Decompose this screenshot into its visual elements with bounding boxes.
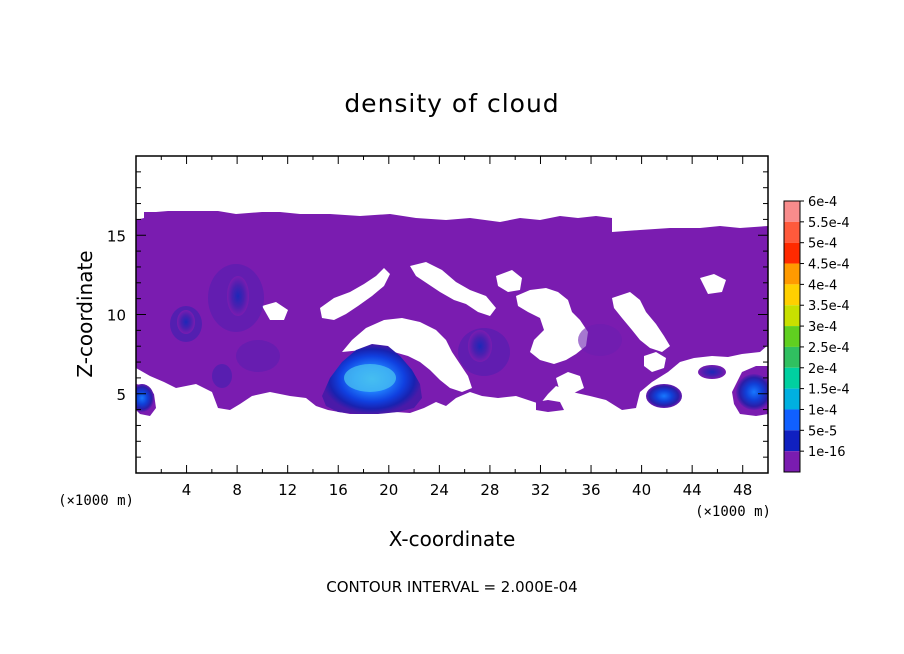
colorbar-label: 6e-4 bbox=[808, 195, 837, 210]
y-tick-label: 10 bbox=[107, 307, 126, 325]
y-tick-label: 15 bbox=[107, 227, 126, 245]
colorbar-label: 3.5e-4 bbox=[808, 299, 850, 314]
x-tick-label: 36 bbox=[581, 481, 600, 499]
x-tick-label: 40 bbox=[632, 481, 651, 499]
x-axis-title: X-coordinate bbox=[389, 527, 516, 551]
colorbar-swatch bbox=[784, 430, 800, 452]
colorbar-swatch bbox=[784, 284, 800, 306]
core-left bbox=[136, 384, 154, 412]
x-tick-label: 16 bbox=[329, 481, 348, 499]
core-46 bbox=[698, 365, 726, 379]
colorbar-swatch bbox=[784, 201, 800, 222]
x-tick-label: 8 bbox=[232, 481, 242, 499]
colorbar-label: 5.5e-4 bbox=[808, 216, 850, 231]
colorbar-swatch bbox=[784, 326, 800, 347]
colorbar-swatch bbox=[784, 451, 800, 472]
contour-interval-label: CONTOUR INTERVAL = 2.000E-04 bbox=[326, 578, 577, 596]
x-tick-label: 48 bbox=[733, 481, 752, 499]
dense-cores bbox=[136, 276, 768, 414]
colorbar-swatch bbox=[784, 305, 800, 327]
x-tick-label: 44 bbox=[683, 481, 702, 499]
clear-air-gaps bbox=[136, 156, 768, 394]
x-tick-label: 12 bbox=[278, 481, 297, 499]
colorbar-swatch bbox=[784, 221, 800, 243]
colorbar-label: 4e-4 bbox=[808, 278, 837, 293]
core-42 bbox=[646, 384, 682, 408]
colorbar-swatch bbox=[784, 263, 800, 285]
x-tick-label: 4 bbox=[182, 481, 192, 499]
axis-ticks bbox=[136, 156, 768, 473]
colorbar-swatch bbox=[784, 346, 800, 368]
x-tick-label: 32 bbox=[531, 481, 550, 499]
colorbar-label: 1e-16 bbox=[808, 445, 846, 460]
colorbar-label: 5e-4 bbox=[808, 237, 837, 252]
colorbar-swatch bbox=[784, 409, 800, 431]
x-unit-label-right: (×1000 m) bbox=[695, 504, 771, 520]
x-tick-label: 24 bbox=[430, 481, 449, 499]
y-tick-label: 5 bbox=[116, 386, 126, 404]
colorbar-label: 5e-5 bbox=[808, 424, 837, 439]
x-unit-label-left: (×1000 m) bbox=[58, 493, 134, 509]
colorbar: 6e-4 5.5e-4 5e-4 4.5e-4 4e-4 3.5e-4 3e-4 2.5e-4… bbox=[783, 195, 850, 473]
x-tick-label: 20 bbox=[379, 481, 398, 499]
colorbar-swatch bbox=[784, 242, 800, 264]
x-tick-label: 28 bbox=[480, 481, 499, 499]
colorbar-label: 2.5e-4 bbox=[808, 341, 850, 356]
colorbar-label: 2e-4 bbox=[808, 362, 837, 377]
chart-title: density of cloud bbox=[344, 89, 559, 118]
colorbar-label: 1e-4 bbox=[808, 403, 837, 418]
plot-area bbox=[136, 156, 768, 416]
colorbar-label: 4.5e-4 bbox=[808, 258, 850, 273]
colorbar-swatch bbox=[784, 367, 800, 389]
colorbar-label: 3e-4 bbox=[808, 320, 837, 335]
cloud-layer bbox=[136, 211, 768, 414]
cloud-fragment-bottom bbox=[536, 400, 564, 412]
colorbar-label: 1.5e-4 bbox=[808, 383, 850, 398]
core-main-highlight bbox=[344, 364, 396, 392]
core-27 bbox=[468, 330, 492, 362]
core-4 bbox=[177, 310, 195, 334]
colorbar-frame bbox=[783, 200, 801, 473]
core-right bbox=[736, 374, 768, 410]
colorbar-swatch bbox=[784, 388, 800, 410]
y-axis-title: Z-coordinate bbox=[73, 250, 97, 377]
core-8 bbox=[227, 276, 249, 316]
